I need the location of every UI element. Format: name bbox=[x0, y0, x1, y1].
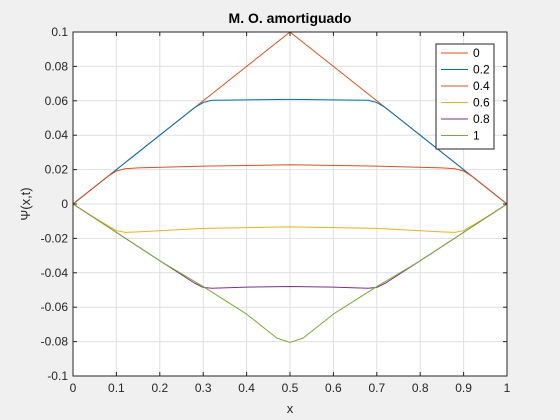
chart-title: M. O. amortiguado bbox=[229, 10, 352, 26]
x-tick-label: 0.3 bbox=[195, 381, 212, 395]
series-line-4 bbox=[72, 203, 508, 233]
legend-entry-label: 1 bbox=[473, 129, 480, 143]
x-axis-label: x bbox=[287, 401, 294, 416]
legend-entry-label: 0.6 bbox=[473, 96, 490, 110]
legend-box bbox=[435, 43, 495, 150]
legend-entry-label: 0 bbox=[473, 46, 480, 60]
ticks bbox=[72, 31, 508, 377]
x-tick-label: 0.8 bbox=[412, 381, 429, 395]
x-tick-label: 0.5 bbox=[282, 381, 299, 395]
x-tick-label: 0.6 bbox=[325, 381, 342, 395]
y-tick-label: -0.04 bbox=[41, 266, 69, 280]
y-tick-label: -0.02 bbox=[41, 231, 69, 245]
series-line-2 bbox=[72, 98, 508, 205]
legend: 0 0.2 0.4 0.6 0.8 1 bbox=[435, 43, 495, 150]
series-lines bbox=[72, 31, 508, 343]
y-tick-label: 0.1 bbox=[51, 25, 68, 39]
x-tick-label: 0.4 bbox=[238, 381, 255, 395]
y-tick-label: 0.06 bbox=[45, 94, 69, 108]
y-tick-label: 0.08 bbox=[45, 59, 69, 73]
y-tick-label: -0.1 bbox=[47, 369, 68, 383]
tick-labels: 0 0.1 0.2 0.3 0.4 0.5 0.6 0.7 0.8 0.9 1 -0.1 -0.08 -0… bbox=[41, 25, 511, 395]
x-tick-label: 0.9 bbox=[455, 381, 472, 395]
x-tick-label: 0 bbox=[70, 381, 77, 395]
y-tick-label: -0.06 bbox=[41, 300, 69, 314]
y-tick-label: -0.08 bbox=[41, 335, 69, 349]
y-tick-label: 0.02 bbox=[45, 163, 69, 177]
legend-entry-label: 0.2 bbox=[473, 63, 490, 77]
x-tick-label: 0.7 bbox=[368, 381, 385, 395]
x-tick-label: 0.1 bbox=[108, 381, 125, 395]
legend-entry-label: 0.4 bbox=[473, 79, 490, 93]
y-tick-label: 0 bbox=[61, 197, 68, 211]
y-tick-label: 0.04 bbox=[45, 128, 69, 142]
x-tick-label: 1 bbox=[504, 381, 511, 395]
y-axis-label: Ψ(x,t) bbox=[18, 187, 33, 220]
x-tick-label: 0.2 bbox=[151, 381, 168, 395]
series-line-6 bbox=[72, 203, 508, 343]
legend-entry-label: 0.8 bbox=[473, 112, 490, 126]
series-line-3 bbox=[72, 164, 508, 205]
